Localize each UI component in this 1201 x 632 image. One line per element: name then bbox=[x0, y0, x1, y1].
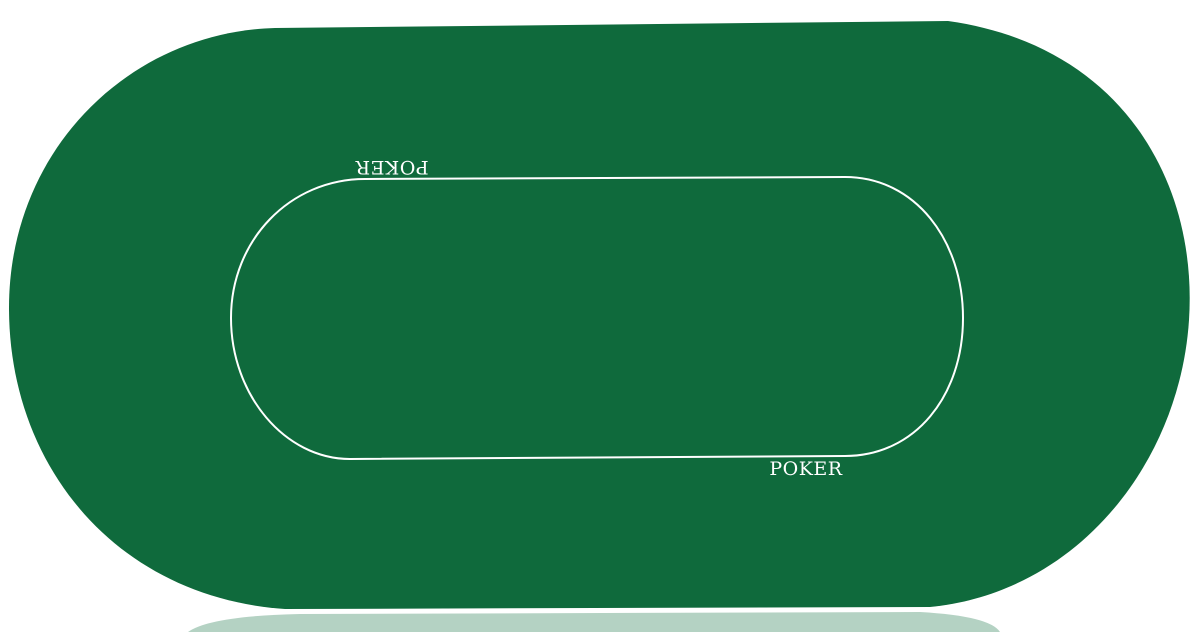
table-reflection bbox=[188, 612, 1000, 632]
betting-line bbox=[229, 175, 965, 461]
table-felt bbox=[8, 21, 1190, 609]
poker-label-bottom: POKER bbox=[769, 458, 842, 480]
poker-label-top: POKER bbox=[355, 156, 428, 178]
